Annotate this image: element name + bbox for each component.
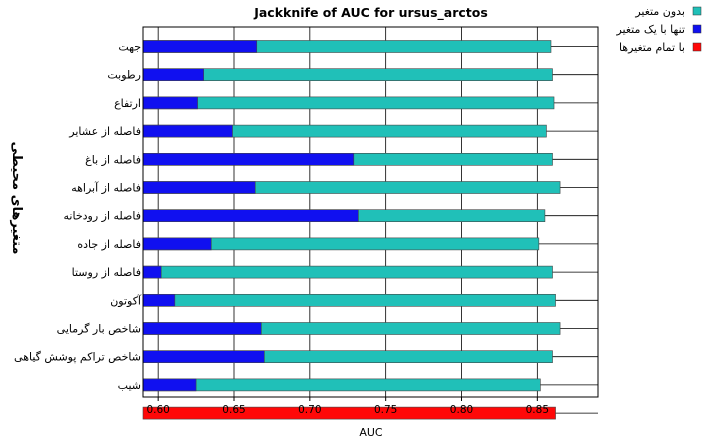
bar-all-variables xyxy=(142,406,556,420)
category-label: شیب xyxy=(118,379,141,392)
category-label: رطوبت xyxy=(107,69,141,82)
bar-only-variable xyxy=(142,96,198,110)
bar-only-variable xyxy=(142,40,258,53)
bar-only-variable xyxy=(142,265,162,279)
x-tick-label: 0.70 xyxy=(298,404,321,416)
y-axis-label: متغیرهای محیطی xyxy=(9,142,24,255)
bar-only-variable xyxy=(142,181,256,194)
legend-swatch xyxy=(692,6,702,16)
bar-without-variable xyxy=(142,265,553,279)
x-tick-label: 0.65 xyxy=(222,404,245,416)
category-label: فاصله از روستا xyxy=(72,266,141,279)
x-tick-label: 0.85 xyxy=(526,404,549,416)
category-label: ارتفاع xyxy=(114,97,141,110)
category-label: شاخص بار گرمایی xyxy=(57,323,141,336)
category-label: فاصله از باغ xyxy=(85,153,141,166)
bar-only-variable xyxy=(142,378,197,392)
category-label: فاصله از آبراهه xyxy=(71,181,141,195)
bar-only-variable xyxy=(142,68,204,81)
x-tick-label: 0.80 xyxy=(450,404,473,416)
bar-without-variable xyxy=(142,378,541,392)
x-axis: 0.60 0.65 0.70 0.75 0.80 0.85 xyxy=(146,397,549,416)
legend: بدون متغیر تنها با یک متغیر با تمام متغیره… xyxy=(615,5,702,54)
legend-label: تنها با یک متغیر xyxy=(615,23,685,36)
bar-only-variable xyxy=(142,350,265,364)
bar-only-variable xyxy=(142,209,359,222)
legend-label: بدون متغیر xyxy=(634,5,685,18)
category-label: فاصله از رودخانه xyxy=(64,210,141,223)
x-tick-label: 0.75 xyxy=(374,404,397,416)
legend-swatch xyxy=(692,24,702,34)
category-labels: جهت رطوبت ارتفاع فاصله از عشایر فاصله از باغ… xyxy=(14,41,142,392)
category-label: شاخص تراکم پوشش گیاهی xyxy=(14,351,141,364)
bar-without-variable xyxy=(142,68,553,81)
bar-without-variable xyxy=(142,293,556,307)
bar-only-variable xyxy=(142,322,262,335)
bar-only-variable xyxy=(142,153,355,166)
category-label: فاصله از عشایر xyxy=(68,125,141,138)
x-axis-label: AUC xyxy=(359,426,383,439)
category-label: جهت xyxy=(118,41,141,54)
category-label: آکوتون xyxy=(110,293,142,307)
x-tick-label: 0.60 xyxy=(146,404,169,416)
bar-without-variable xyxy=(142,96,555,110)
bars xyxy=(142,40,561,420)
bar-only-variable xyxy=(142,124,233,138)
chart-title: Jackknife of AUC for ursus_arctos xyxy=(253,5,488,21)
legend-swatch xyxy=(692,42,702,52)
category-label: فاصله از جاده xyxy=(77,238,141,251)
legend-label: با تمام متغیرها xyxy=(619,41,685,54)
bar-only-variable xyxy=(142,237,212,251)
plot-frame xyxy=(142,26,599,398)
bar-only-variable xyxy=(142,293,176,307)
